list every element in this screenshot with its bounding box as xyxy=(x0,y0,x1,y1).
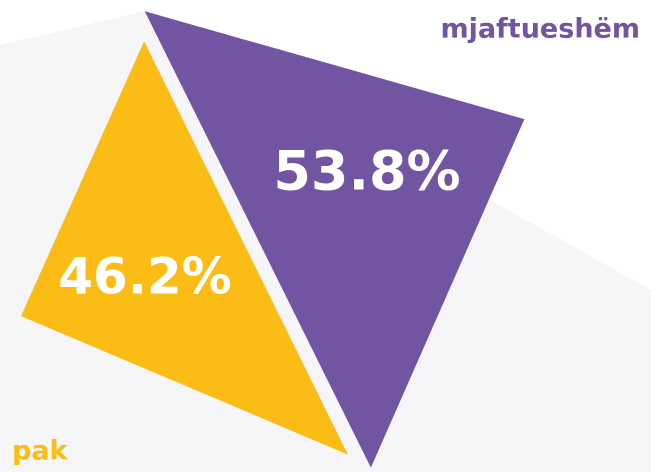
value-label: 53.8% xyxy=(273,140,460,203)
marks xyxy=(21,11,525,468)
triangle-slice xyxy=(21,41,348,455)
labels: 46.2% pak 53.8% mjaftueshëm xyxy=(12,14,640,467)
category-label: pak xyxy=(12,436,69,467)
category-label: mjaftueshëm xyxy=(440,14,640,45)
triangle-slice xyxy=(144,11,525,468)
value-label: 46.2% xyxy=(58,248,231,306)
